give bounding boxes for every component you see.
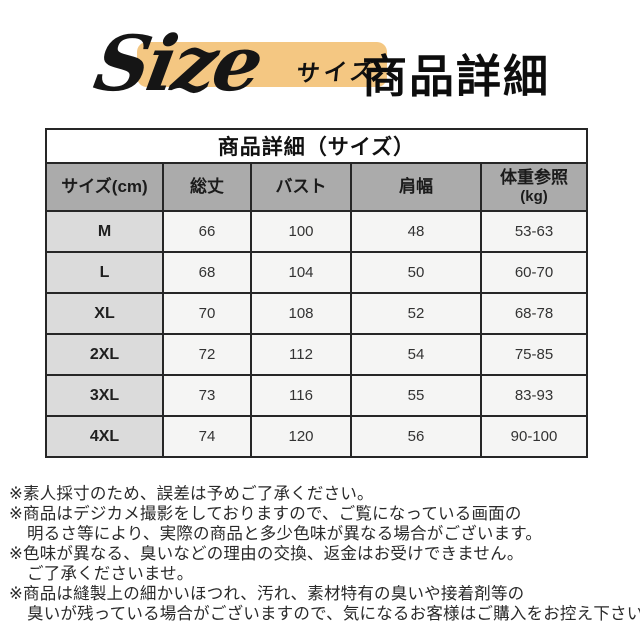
- cell-shoulder: 56: [350, 415, 482, 458]
- column-header-weight-label: 体重参照: [500, 167, 568, 187]
- table-row-xl: XL 70 108 52 68-78: [45, 292, 588, 335]
- cell-shoulder: 48: [350, 210, 482, 253]
- size-chart-table: 商品詳細（サイズ） サイズ(cm) 総丈 バスト 肩幅 体重参照 (kg) M …: [45, 128, 588, 458]
- column-header-bust: バスト: [250, 162, 352, 212]
- cell-weight: 75-85: [480, 333, 588, 376]
- cell-length: 73: [162, 374, 252, 417]
- cell-length: 74: [162, 415, 252, 458]
- note-line: ※商品は縫製上の細かいほつれ、汚れ、素材特有の臭いや接着剤等の: [9, 585, 525, 603]
- table-row-2xl: 2XL 72 112 54 75-85: [45, 333, 588, 376]
- column-header-weight: 体重参照 (kg): [480, 162, 588, 212]
- cell-weight: 90-100: [480, 415, 588, 458]
- column-header-length: 総丈: [162, 162, 252, 212]
- cell-weight: 68-78: [480, 292, 588, 335]
- column-header-shoulder: 肩幅: [350, 162, 482, 212]
- size-label: 4XL: [45, 415, 164, 458]
- cell-length: 72: [162, 333, 252, 376]
- size-label: 3XL: [45, 374, 164, 417]
- table-row-l: L 68 104 50 60-70: [45, 251, 588, 294]
- column-header-weight-unit: (kg): [520, 188, 548, 206]
- disclaimer-notes: ※素人採寸のため、誤差は予めご了承ください。 ※商品はデジカメ撮影をしております…: [9, 484, 640, 624]
- size-label: 2XL: [45, 333, 164, 376]
- note-line: ※素人採寸のため、誤差は予めご了承ください。: [9, 485, 374, 503]
- cell-bust: 100: [250, 210, 352, 253]
- cell-bust: 120: [250, 415, 352, 458]
- cell-weight: 53-63: [480, 210, 588, 253]
- table-row-3xl: 3XL 73 116 55 83-93: [45, 374, 588, 417]
- highlight-bar: [137, 42, 387, 87]
- cell-length: 70: [162, 292, 252, 335]
- cell-weight: 83-93: [480, 374, 588, 417]
- note-line: ※商品はデジカメ撮影をしておりますので、ご覧になっている画面の: [9, 505, 522, 523]
- note-line-continuation: 明るさ等により、実際の商品と多少色味が異なる場合がございます。: [27, 525, 543, 543]
- size-label: M: [45, 210, 164, 253]
- table-title: 商品詳細（サイズ）: [45, 128, 588, 164]
- cell-weight: 60-70: [480, 251, 588, 294]
- size-label: XL: [45, 292, 164, 335]
- cell-bust: 112: [250, 333, 352, 376]
- cell-shoulder: 55: [350, 374, 482, 417]
- size-label: L: [45, 251, 164, 294]
- cell-shoulder: 50: [350, 251, 482, 294]
- cell-bust: 116: [250, 374, 352, 417]
- cell-bust: 108: [250, 292, 352, 335]
- cell-bust: 104: [250, 251, 352, 294]
- table-header-row: サイズ(cm) 総丈 バスト 肩幅 体重参照 (kg): [45, 162, 588, 212]
- hero-header: Size サイズ 商品詳細: [0, 0, 640, 128]
- cell-shoulder: 52: [350, 292, 482, 335]
- table-row-4xl: 4XL 74 120 56 90-100: [45, 415, 588, 458]
- hero-script-word: Size: [88, 19, 268, 108]
- column-header-size: サイズ(cm): [45, 162, 164, 212]
- cell-length: 68: [162, 251, 252, 294]
- note-line-continuation: ご了承くださいませ。: [27, 565, 194, 583]
- note-line-continuation: 臭いが残っている場合がございますので、気になるお客様はご購入をお控え下さい。: [27, 605, 640, 623]
- cell-shoulder: 54: [350, 333, 482, 376]
- table-title-row: 商品詳細（サイズ）: [45, 128, 588, 164]
- note-line: ※色味が異なる、臭いなどの理由の交換、返金はお受けできません。: [9, 545, 524, 563]
- table-row-m: M 66 100 48 53-63: [45, 210, 588, 253]
- cell-length: 66: [162, 210, 252, 253]
- page-title: 商品詳細: [362, 52, 551, 102]
